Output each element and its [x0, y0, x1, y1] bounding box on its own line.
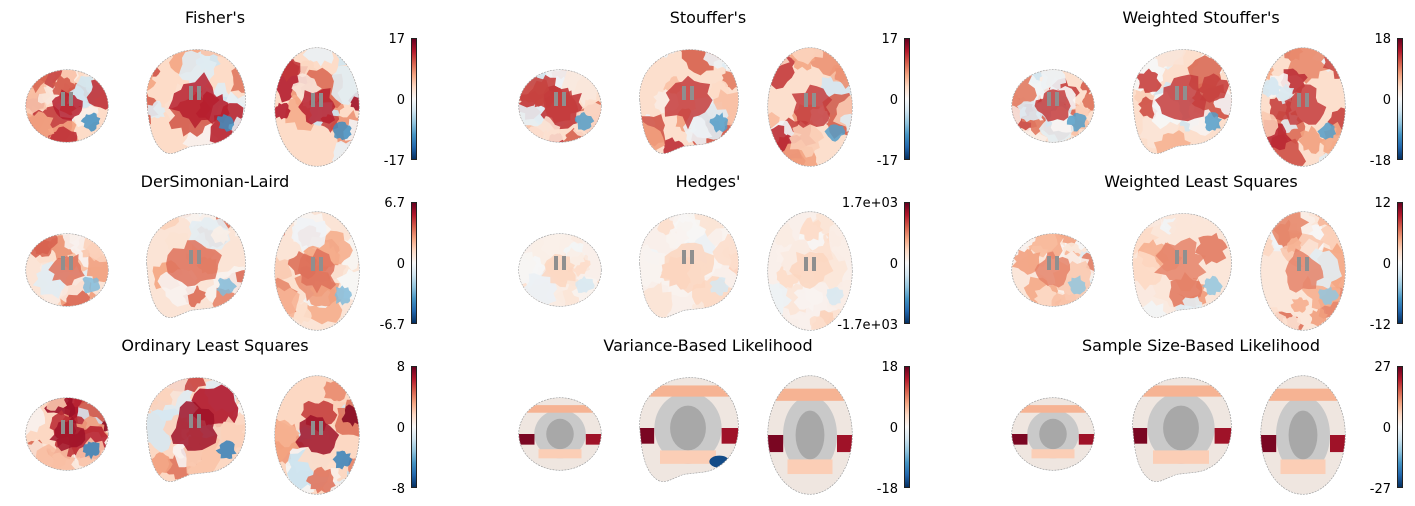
axial-slice	[274, 375, 360, 495]
colorbar-tick-max: 6.7	[384, 196, 405, 211]
sagittal-slice	[639, 213, 739, 318]
coronal-slice	[25, 397, 109, 471]
colorbar	[1397, 38, 1403, 160]
coronal-slice	[25, 233, 109, 307]
coronal-slice	[518, 233, 602, 307]
sagittal-slice	[146, 377, 246, 482]
colorbar-tick-mid: 0	[889, 93, 898, 108]
axial-slice	[1260, 211, 1346, 331]
sagittal-slice	[146, 49, 246, 154]
colorbar-tick-max: 17	[388, 32, 405, 47]
colorbar-tick-mid: 0	[1382, 257, 1391, 272]
colorbar-tick-mid: 0	[396, 257, 405, 272]
colorbar-tick-min: -18	[1369, 154, 1391, 169]
panel-title: Weighted Least Squares	[1104, 172, 1298, 191]
sagittal-slice	[1132, 213, 1232, 318]
colorbar-tick-max: 27	[1374, 360, 1391, 375]
colorbar	[1397, 366, 1403, 488]
colorbar	[1397, 202, 1403, 324]
panel-title: Hedges'	[675, 172, 741, 191]
panel-title: DerSimonian-Laird	[140, 172, 290, 191]
colorbar	[411, 366, 417, 488]
colorbar-tick-max: 8	[396, 360, 405, 375]
colorbar	[904, 366, 910, 488]
colorbar-tick-min: -12	[1369, 318, 1391, 333]
colorbar-tick-max: 17	[881, 32, 898, 47]
sagittal-slice	[1132, 49, 1232, 154]
sagittal-slice	[639, 49, 739, 154]
colorbar-tick-min: -27	[1369, 482, 1391, 497]
panel-1: Fisher's 17 0 -17	[0, 8, 470, 172]
colorbar-tick-mid: 0	[889, 421, 898, 436]
panel-6: Weighted Least Squares 12 0 -12	[986, 172, 1415, 336]
panel-9: Sample Size-Based Likelihood 27 0 -27	[986, 336, 1415, 500]
colorbar	[411, 38, 417, 160]
colorbar-tick-min: -6.7	[379, 318, 405, 333]
colorbar-tick-min: -17	[876, 154, 898, 169]
coronal-slice	[518, 397, 602, 471]
colorbar-tick-max: 18	[881, 360, 898, 375]
coronal-slice	[25, 69, 109, 143]
coronal-slice	[518, 69, 602, 143]
axial-slice	[274, 47, 360, 167]
axial-slice	[1260, 47, 1346, 167]
axial-slice	[767, 47, 853, 167]
coronal-slice	[1011, 69, 1095, 143]
axial-slice	[767, 375, 853, 495]
colorbar-tick-mid: 0	[396, 421, 405, 436]
colorbar-tick-min: -17	[383, 154, 405, 169]
colorbar-tick-mid: 0	[889, 257, 898, 272]
colorbar-tick-min: -18	[876, 482, 898, 497]
panel-7: Ordinary Least Squares 8 0 -8	[0, 336, 470, 500]
colorbar-tick-max: 1.7e+03	[841, 196, 898, 211]
panel-title: Sample Size-Based Likelihood	[1082, 336, 1320, 355]
colorbar	[904, 38, 910, 160]
colorbar-tick-mid: 0	[1382, 421, 1391, 436]
panel-4: DerSimonian-Laird 6.7 0 -6.7	[0, 172, 470, 336]
sagittal-slice	[639, 377, 739, 482]
axial-slice	[767, 211, 853, 331]
colorbar-tick-max: 18	[1374, 32, 1391, 47]
coronal-slice	[1011, 397, 1095, 471]
colorbar-tick-mid: 0	[396, 93, 405, 108]
axial-slice	[274, 211, 360, 331]
panel-title: Variance-Based Likelihood	[603, 336, 813, 355]
panel-title: Fisher's	[184, 8, 246, 27]
colorbar	[411, 202, 417, 324]
panel-title: Ordinary Least Squares	[121, 336, 309, 355]
coronal-slice	[1011, 233, 1095, 307]
panel-title: Weighted Stouffer's	[1122, 8, 1280, 27]
sagittal-slice	[146, 213, 246, 318]
panel-title: Stouffer's	[669, 8, 747, 27]
panel-5: Hedges' 1.7e+03 0 -1.7e+03	[493, 172, 963, 336]
colorbar-tick-min: -1.7e+03	[837, 318, 898, 333]
sagittal-slice	[1132, 377, 1232, 482]
colorbar-tick-max: 12	[1374, 196, 1391, 211]
panel-8: Variance-Based Likelihood 18 0 -18	[493, 336, 963, 500]
colorbar-tick-min: -8	[392, 482, 405, 497]
colorbar	[904, 202, 910, 324]
panel-3: Weighted Stouffer's 18 0 -18	[986, 8, 1415, 172]
panel-2: Stouffer's 17 0 -17	[493, 8, 963, 172]
axial-slice	[1260, 375, 1346, 495]
colorbar-tick-mid: 0	[1382, 93, 1391, 108]
